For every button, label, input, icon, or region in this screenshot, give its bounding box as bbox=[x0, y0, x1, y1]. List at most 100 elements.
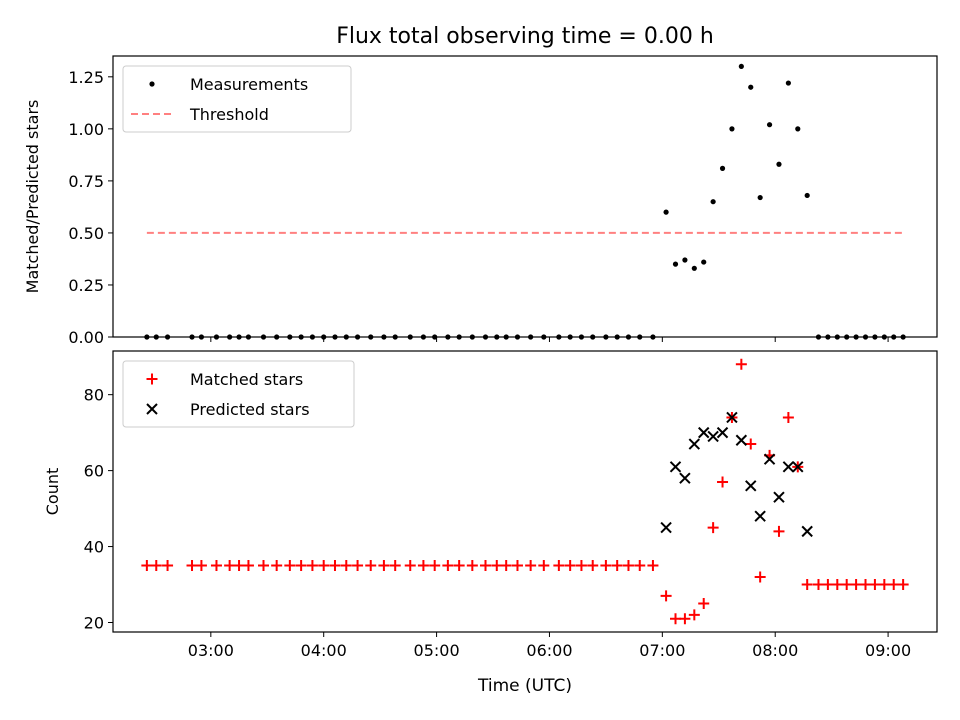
matched-star-point bbox=[258, 560, 270, 572]
matched-star-point bbox=[773, 525, 785, 537]
measurement-point bbox=[691, 265, 697, 271]
legend-label: Matched stars bbox=[190, 370, 303, 389]
matched-star-point bbox=[611, 560, 623, 572]
matched-star-point bbox=[141, 560, 153, 572]
matched-star-point bbox=[525, 560, 537, 572]
legend-box bbox=[122, 360, 355, 428]
y-tick-label: 0.50 bbox=[68, 224, 104, 243]
matched-star-point bbox=[553, 560, 565, 572]
y-axis-label: Count bbox=[43, 468, 62, 516]
measurement-point bbox=[785, 80, 791, 86]
series-1 bbox=[660, 411, 813, 538]
x-tick-label: 09:00 bbox=[865, 641, 911, 660]
matched-star-point bbox=[224, 560, 236, 572]
matched-star-point bbox=[660, 590, 672, 602]
matched-star-point bbox=[717, 476, 729, 488]
matched-star-point bbox=[897, 579, 909, 591]
count-panel: 03:00 04:00 05:00 06:00 07:00 08:00 09:00 20 40 6… bbox=[43, 350, 938, 660]
matched-star-point bbox=[453, 560, 465, 572]
measurement-point bbox=[795, 126, 801, 132]
legend-label: Measurements bbox=[190, 75, 308, 94]
predicted-star-point bbox=[716, 426, 729, 439]
predicted-star-point bbox=[782, 461, 795, 473]
axes-frame bbox=[112, 350, 938, 633]
legend-label: Predicted stars bbox=[190, 400, 310, 419]
y-tick-label: 0.00 bbox=[68, 328, 104, 347]
y-tick-label: 0.75 bbox=[68, 172, 104, 191]
predicted-star-point bbox=[773, 491, 785, 503]
matched-star-point bbox=[491, 560, 503, 572]
matched-star-point bbox=[352, 560, 364, 572]
x-tick-label: 08:00 bbox=[752, 641, 798, 660]
y-tick-label: 60 bbox=[84, 462, 104, 481]
matched-star-point bbox=[233, 560, 245, 572]
matched-star-point bbox=[466, 560, 478, 572]
matched-star-point bbox=[479, 560, 491, 572]
matched-star-point bbox=[850, 579, 862, 591]
matched-star-point bbox=[754, 571, 766, 583]
matched-star-point bbox=[745, 438, 757, 450]
y-tick-label: 0.25 bbox=[68, 276, 104, 295]
matched-star-point bbox=[647, 560, 659, 572]
matched-star-point bbox=[587, 560, 599, 572]
predicted-star-point bbox=[698, 426, 710, 439]
measurement-point bbox=[672, 261, 679, 267]
predicted-star-point bbox=[763, 453, 776, 465]
matched-star-point bbox=[271, 560, 283, 572]
matched-star-point bbox=[841, 579, 853, 591]
matched-star-point bbox=[860, 579, 872, 591]
predicted-star-point bbox=[754, 510, 766, 522]
matched-star-point bbox=[500, 560, 512, 572]
ratio-panel: 0.00 0.25 0.50 0.75 1.00 1.25 Matched/Predicte… bbox=[23, 55, 938, 347]
matched-star-point bbox=[318, 560, 330, 572]
matched-star-point bbox=[329, 560, 341, 572]
y-tick-label: 1.00 bbox=[68, 120, 104, 139]
predicted-star-point bbox=[726, 411, 738, 424]
matched-star-point bbox=[801, 579, 813, 591]
matched-star-point bbox=[195, 560, 207, 572]
matched-star-point bbox=[831, 579, 843, 591]
legend-box bbox=[122, 65, 352, 133]
matched-star-point bbox=[295, 560, 307, 572]
matched-star-point bbox=[575, 560, 587, 572]
measurement-point bbox=[766, 122, 773, 128]
matched-star-point bbox=[812, 579, 824, 591]
matched-star-point bbox=[389, 560, 401, 572]
predicted-star-point bbox=[745, 480, 757, 492]
matched-star-point bbox=[186, 560, 198, 572]
matched-star-point bbox=[707, 522, 719, 534]
matched-star-point bbox=[511, 560, 523, 572]
matched-star-point bbox=[306, 560, 318, 572]
matched-star-point bbox=[210, 560, 222, 572]
matched-star-point bbox=[150, 560, 162, 572]
matched-star-point bbox=[564, 560, 576, 572]
series-0 bbox=[141, 358, 909, 625]
matched-star-point bbox=[878, 579, 890, 591]
measurement-point bbox=[663, 209, 669, 215]
legend-dot-swatch bbox=[149, 81, 155, 87]
predicted-star-point bbox=[735, 434, 748, 446]
matched-star-point bbox=[600, 560, 612, 572]
axes-frame bbox=[112, 55, 938, 338]
matched-star-point bbox=[442, 560, 454, 572]
matched-star-point bbox=[869, 579, 881, 591]
matched-star-point bbox=[242, 560, 254, 572]
measurement-point bbox=[748, 84, 754, 90]
x-axis-label: Time (UTC) bbox=[477, 676, 572, 696]
matched-star-point bbox=[365, 560, 377, 572]
matched-star-point bbox=[634, 560, 646, 572]
y-axis-label: Matched/Predicted stars bbox=[23, 100, 42, 294]
matched-star-point bbox=[429, 560, 441, 572]
matched-star-point bbox=[782, 411, 794, 423]
matched-star-point bbox=[404, 560, 416, 572]
matched-star-point bbox=[284, 560, 296, 572]
y-tick-label: 1.25 bbox=[68, 68, 104, 87]
matched-star-point bbox=[888, 579, 900, 591]
figure-title: Flux total observing time = 0.00 h bbox=[336, 24, 714, 49]
y-tick-label: 80 bbox=[84, 386, 104, 405]
predicted-star-point bbox=[669, 461, 682, 473]
matched-star-point bbox=[688, 609, 700, 621]
x-tick-label: 07:00 bbox=[639, 641, 685, 660]
predicted-star-point bbox=[707, 430, 719, 443]
